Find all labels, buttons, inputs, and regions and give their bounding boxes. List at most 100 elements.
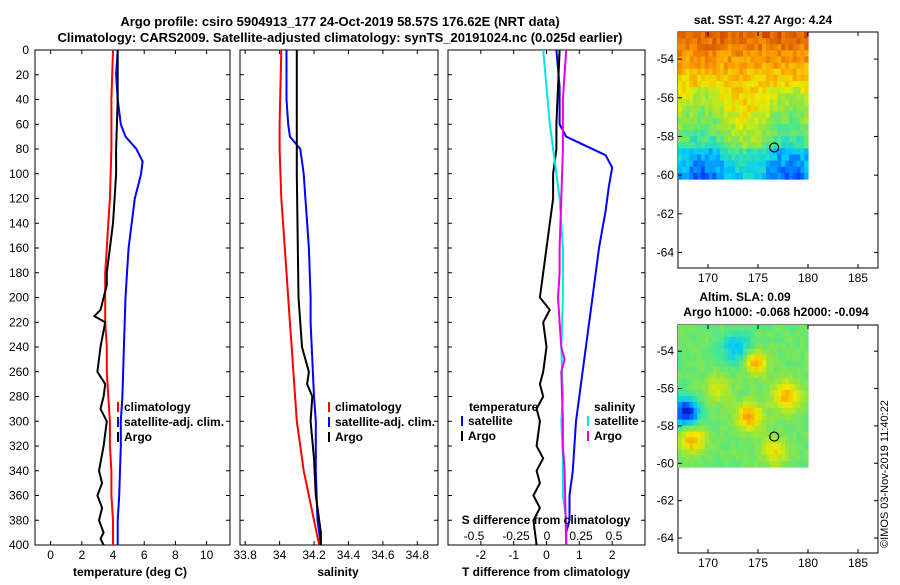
- x-tick-label: 33.8: [233, 548, 257, 562]
- map-cell: [743, 93, 748, 100]
- map-cell: [712, 437, 717, 444]
- map-cell: [712, 68, 717, 76]
- map-cell: [697, 378, 702, 385]
- map-cell: [804, 130, 809, 137]
- map-cell: [681, 81, 687, 88]
- map-cell: [743, 390, 748, 397]
- map-cell: [693, 413, 698, 421]
- map-cell: [735, 413, 740, 421]
- map-cell: [765, 360, 771, 368]
- map-cell: [716, 330, 721, 338]
- map-cell: [754, 166, 759, 174]
- map-cell: [769, 99, 775, 107]
- map-cell: [731, 166, 736, 174]
- map-cell: [693, 148, 698, 156]
- map-cell: [762, 360, 767, 368]
- map-cell: [765, 348, 771, 356]
- map-cell: [731, 99, 736, 107]
- map-cell: [788, 130, 794, 137]
- map-cell: [697, 136, 702, 143]
- map-cell: [727, 105, 733, 113]
- map-cell: [800, 93, 805, 100]
- map-cell: [727, 407, 733, 415]
- map-cell: [685, 354, 691, 362]
- map-cell: [727, 56, 733, 64]
- map-cell: [731, 172, 736, 180]
- map-cell: [758, 56, 763, 64]
- map-cell: [735, 455, 740, 462]
- map-cell: [743, 437, 748, 444]
- map-cell: [781, 413, 786, 421]
- map-cell: [781, 325, 786, 332]
- map-cell: [777, 431, 782, 439]
- map-cell: [712, 325, 717, 332]
- series-line-argo: [295, 50, 322, 545]
- map-cell: [804, 160, 809, 168]
- map-cell: [723, 366, 729, 373]
- map-cell: [731, 384, 736, 391]
- map-cell: [777, 148, 782, 156]
- map-cell: [792, 437, 798, 444]
- map-cell: [785, 111, 790, 119]
- map-cell: [769, 62, 775, 70]
- map-cell: [788, 74, 794, 82]
- map-cell: [731, 74, 736, 82]
- map-cell: [758, 166, 763, 174]
- map-cell: [697, 407, 702, 415]
- map-cell: [785, 166, 790, 174]
- map-cell: [700, 62, 706, 70]
- map-cell: [792, 123, 798, 131]
- map-cell: [750, 407, 756, 415]
- map-cell: [678, 123, 683, 131]
- map-cell: [708, 81, 714, 88]
- legend-label: satellite-adj. clim.: [335, 415, 435, 429]
- map-cell: [697, 93, 702, 100]
- map-cell: [712, 390, 717, 397]
- map-cell: [689, 166, 694, 174]
- map-cell: [689, 354, 694, 362]
- map-cell: [785, 56, 790, 64]
- map-image: [678, 32, 809, 180]
- map-cell: [758, 87, 763, 94]
- map-cell: [769, 330, 775, 338]
- map-cell: [762, 166, 767, 174]
- map-cell: [750, 396, 756, 403]
- map-cell: [754, 390, 759, 397]
- map-cell: [704, 93, 710, 100]
- map-cell: [750, 154, 756, 162]
- series-line-salinity-satellite: [542, 50, 568, 545]
- map-y-tick-label: -64: [657, 246, 675, 260]
- map-cell: [704, 425, 710, 433]
- map-cell: [678, 154, 683, 162]
- map-cell: [762, 449, 767, 456]
- depth-tick-label: 180: [9, 266, 29, 280]
- map-cell: [704, 123, 710, 131]
- map-cell: [700, 136, 706, 143]
- map-cell: [754, 384, 759, 391]
- map-cell: [792, 117, 798, 125]
- map-cell: [769, 44, 775, 51]
- map-cell: [746, 425, 752, 433]
- series-line-salinity-argo: [556, 50, 568, 545]
- map-cell: [727, 50, 733, 58]
- map-cell: [731, 38, 736, 45]
- map-cell: [693, 117, 698, 125]
- map-cell: [785, 449, 790, 456]
- map-cell: [800, 390, 805, 397]
- map-cell: [773, 166, 779, 174]
- map-cell: [746, 431, 752, 439]
- map-cell: [708, 330, 714, 338]
- map-cell: [735, 142, 740, 149]
- map-cell: [689, 330, 694, 338]
- map-cell: [796, 455, 801, 462]
- map-cell: [712, 56, 717, 64]
- map-cell: [758, 378, 763, 385]
- map-cell: [704, 401, 710, 409]
- map-cell: [781, 390, 786, 397]
- map-cell: [697, 372, 702, 379]
- map-cell: [689, 443, 694, 450]
- depth-tick-label: 0: [22, 43, 29, 57]
- map-cell: [700, 105, 706, 113]
- map-cell: [804, 74, 809, 82]
- map-cell: [769, 455, 775, 462]
